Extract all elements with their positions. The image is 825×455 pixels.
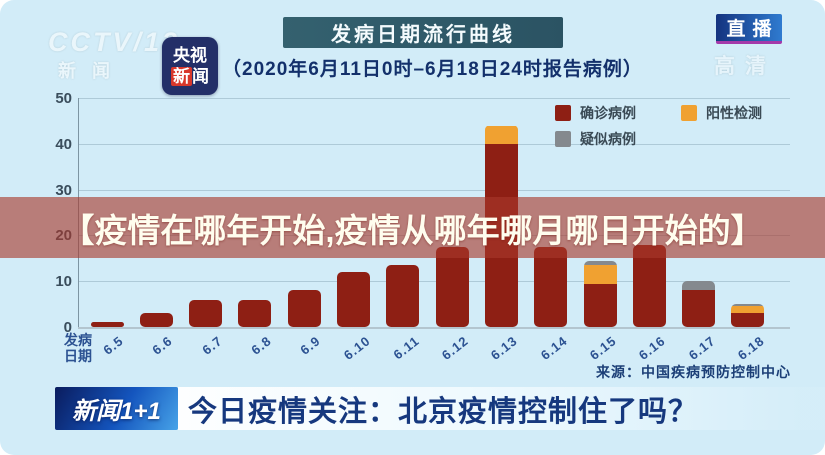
gridline-y50 bbox=[79, 98, 790, 99]
legend-label: 疑似病例 bbox=[580, 131, 636, 147]
bar-segment-确诊病例 bbox=[238, 299, 272, 327]
x-axis-title-line1: 发病 bbox=[64, 332, 92, 348]
hd-watermark: 高清 bbox=[714, 55, 776, 78]
bar-6.6 bbox=[139, 313, 173, 327]
x-tick-label: 6.7 bbox=[198, 333, 225, 358]
cctv-news-app-logo-line1: 央视 bbox=[173, 45, 207, 65]
bar-segment-确诊病例 bbox=[682, 290, 716, 327]
bar-6.8 bbox=[238, 299, 272, 327]
bar-6.9 bbox=[287, 290, 321, 327]
gridline-y40 bbox=[79, 143, 790, 145]
legend-swatch bbox=[555, 131, 571, 147]
bar-segment-疑似病例 bbox=[731, 304, 765, 307]
x-tick-label: 6.14 bbox=[537, 333, 570, 363]
x-tick-label: 6.11 bbox=[390, 333, 423, 363]
x-tick-label: 6.13 bbox=[488, 333, 521, 363]
legend-swatch bbox=[555, 105, 571, 121]
gridline-y30 bbox=[79, 189, 790, 191]
y-tick-label: 50 bbox=[55, 90, 72, 107]
bar-segment-阳性检测 bbox=[583, 265, 617, 284]
data-source-note: 来源：中国疾病预防控制中心 bbox=[596, 364, 791, 380]
chart-title: 发病日期流行曲线 bbox=[331, 24, 515, 46]
bar-6.15 bbox=[583, 260, 617, 327]
bar-segment-阳性检测 bbox=[731, 306, 765, 314]
cctv-news-app-logo-rest: 闻 bbox=[192, 67, 209, 86]
bar-segment-确诊病例 bbox=[435, 246, 469, 327]
y-tick-label: 40 bbox=[55, 135, 72, 153]
bar-segment-确诊病例 bbox=[189, 299, 223, 327]
x-tick-label: 6.12 bbox=[438, 333, 472, 363]
bar-segment-确诊病例 bbox=[632, 244, 666, 327]
bar-segment-确诊病例 bbox=[731, 313, 765, 327]
bar-segment-确诊病例 bbox=[386, 265, 420, 327]
legend-label: 确诊病例 bbox=[580, 105, 636, 121]
legend-label: 阳性检测 bbox=[706, 105, 762, 121]
gridline-y10 bbox=[79, 281, 790, 283]
bar-6.7 bbox=[189, 299, 223, 327]
y-tick-label: 0 bbox=[63, 319, 72, 336]
cctv13-watermark: CCTV/13 新闻 bbox=[48, 27, 181, 81]
bar-segment-确诊病例 bbox=[534, 246, 568, 327]
y-tick-label: 30 bbox=[55, 181, 72, 199]
bar-6.12 bbox=[435, 246, 469, 327]
bar-segment-疑似病例 bbox=[682, 281, 716, 291]
bar-segment-阳性检测 bbox=[484, 125, 518, 144]
news1plus1-logo: 新闻1+1 bbox=[55, 387, 178, 430]
x-axis-baseline bbox=[78, 327, 790, 329]
bar-segment-确诊病例 bbox=[90, 322, 124, 327]
legend-item-阳性检测: 阳性检测 bbox=[681, 103, 781, 123]
bar-6.10 bbox=[337, 272, 370, 327]
cctv13-watermark-logo: CCTV/13 bbox=[48, 27, 181, 57]
chart-legend: 确诊病例 阳性检测疑似病例 bbox=[555, 103, 793, 149]
live-badge: 直播 bbox=[716, 14, 782, 44]
x-tick-label: 6.10 bbox=[340, 333, 373, 363]
chart-subtitle: （2020年6月11日0时–6月18日24时报告病例） bbox=[222, 59, 643, 80]
bar-segment-确诊病例 bbox=[139, 313, 173, 327]
chart-title-bar: 发病日期流行曲线 bbox=[283, 17, 563, 48]
caption-overlay-band: 【疫情在哪年开始,疫情从哪年哪月哪日开始的】 bbox=[0, 197, 825, 258]
bar-segment-确诊病例 bbox=[287, 290, 321, 327]
bar-6.5 bbox=[90, 322, 124, 327]
bar-segment-确诊病例 bbox=[337, 272, 370, 327]
x-tick-label: 6.9 bbox=[297, 333, 324, 358]
x-tick-label: 6.8 bbox=[248, 333, 275, 358]
bar-6.16 bbox=[632, 244, 666, 327]
bar-6.17 bbox=[682, 281, 716, 327]
headline-banner: 今日疫情关注：北京疫情控制住了吗？ bbox=[178, 387, 825, 430]
x-axis-title-line2: 日期 bbox=[64, 348, 92, 365]
bar-segment-确诊病例 bbox=[583, 283, 617, 327]
cctv-news-app-logo: 央视 新闻 bbox=[162, 37, 218, 95]
legend-swatch bbox=[681, 105, 697, 121]
headline-text: 今日疫情关注：北京疫情控制住了吗？ bbox=[188, 395, 699, 428]
cctv-news-app-logo-highlight: 新 bbox=[171, 67, 192, 86]
legend-item-确诊病例: 确诊病例 bbox=[555, 103, 655, 123]
bar-6.14 bbox=[534, 246, 568, 327]
cctv13-watermark-caption: 新闻 bbox=[58, 60, 126, 81]
bar-6.11 bbox=[386, 265, 420, 327]
x-tick-label: 6.6 bbox=[149, 333, 176, 358]
legend-item-疑似病例: 疑似病例 bbox=[555, 129, 655, 149]
cctv-news-app-logo-line2: 新闻 bbox=[171, 66, 209, 87]
x-axis-title: 发病 日期 bbox=[64, 332, 92, 364]
caption-overlay-text: 【疫情在哪年开始,疫情从哪年哪月哪日开始的】 bbox=[61, 211, 764, 249]
y-tick-label: 10 bbox=[55, 273, 72, 291]
bar-segment-疑似病例 bbox=[583, 260, 617, 266]
bar-6.18 bbox=[731, 304, 765, 327]
